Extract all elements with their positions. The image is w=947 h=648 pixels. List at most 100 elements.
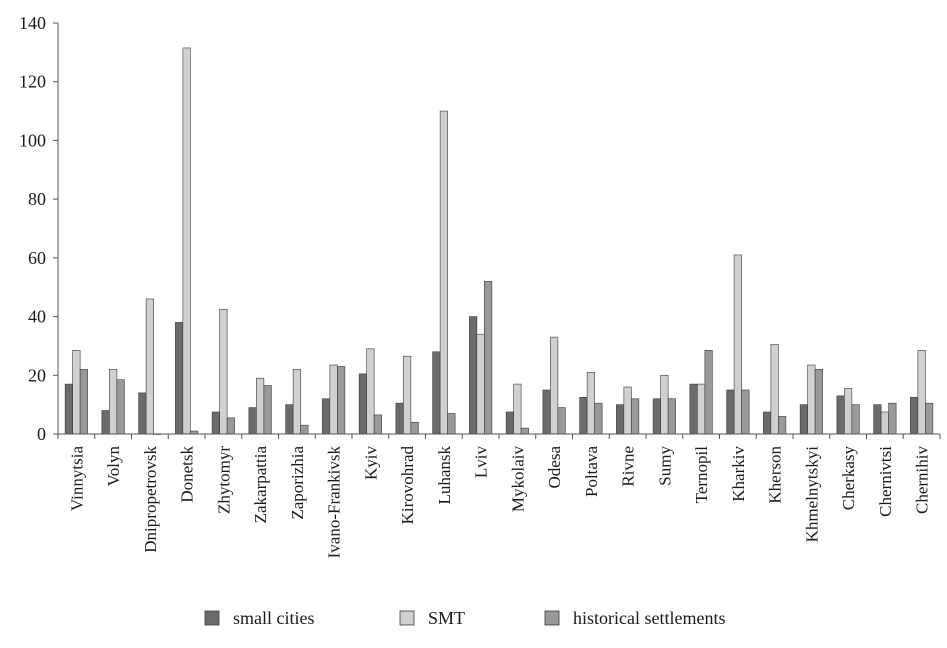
x-category-label: Khmelnytskyi [802,446,821,543]
y-tick-label: 60 [28,248,46,268]
bar-small-cities-donetsk [175,322,184,435]
bar-historical-settlements-zaporizhia [300,424,309,435]
bar-SMT-kyiv [366,348,375,435]
x-axis: Vinnytsia Volyn Dnipropetrovsk Donetsk Zhyto… [57,433,941,559]
bar-SMT-rivne [623,386,632,435]
bar-small-cities-kherson [763,411,772,435]
bar-small-cities-rivne [616,404,625,435]
bar-small-cities-mykolaiv [505,411,514,435]
y-tick-label: 80 [28,189,46,209]
bar-SMT-chernihiv [917,350,926,435]
bar-historical-settlements-cherkasy [851,404,860,435]
legend-label-historical-settlements: historical settlements [573,608,725,628]
bar-small-cities-luhansk [432,351,441,435]
bar-historical-settlements-lviv [484,281,493,435]
legend-swatch-small-cities [204,610,220,626]
x-category-label: Ternopil [692,446,711,504]
x-category-label: Dnipropetrovsk [141,446,160,553]
x-category-label: Odesa [545,446,564,489]
bar-historical-settlements-volyn [116,379,125,435]
bar-small-cities-zakarpattia [248,407,257,435]
bar-SMT-sumy [660,374,669,435]
bar-SMT-zaporizhia [292,369,301,435]
y-tick-label: 140 [19,13,46,33]
x-category-label: Ivano-Frankivsk [325,446,344,559]
bar-SMT-dnipropetrovsk [145,298,154,435]
bar-historical-settlements-khmelnytskyi [814,369,823,435]
bar-small-cities-odesa [542,389,551,435]
bar-historical-settlements-rivne [631,398,640,435]
x-category-label: Chernihiv [913,446,932,514]
bar-SMT-zhytomyr [219,308,228,435]
bar-SMT-luhansk [439,110,448,435]
x-category-label: Cherkasy [839,446,858,511]
bar-historical-settlements-vinnytsia [79,369,88,435]
x-category-label: Zaporizhia [288,446,307,520]
bar-small-cities-poltava [579,397,588,435]
bar-historical-settlements-odesa [557,407,566,435]
bar-small-cities-chernivtsi [873,404,882,435]
bar-small-cities-kyiv [358,373,367,435]
bar-small-cities-ivano-frankivsk [322,398,331,435]
x-category-label: Sumy [655,446,674,486]
bar-SMT-chernivtsi [880,411,889,435]
x-category-label: Kharkiv [729,446,748,502]
bar-small-cities-khmelnytskyi [799,404,808,435]
x-category-label: Donetsk [178,446,197,503]
bar-historical-settlements-kharkiv [741,389,750,435]
bar-SMT-ivano-frankivsk [329,364,338,435]
bar-SMT-volyn [109,369,118,435]
x-category-label: Mykolaiv [508,446,527,513]
y-tick-label: 40 [28,307,46,327]
bar-SMT-lviv [476,333,485,435]
x-category-label: Volyn [104,446,123,487]
bar-historical-settlements-zakarpattia [263,385,272,435]
bar-historical-settlements-chernivtsi [888,402,897,435]
bar-historical-settlements-kirovohrad [410,421,419,435]
bar-small-cities-sumy [652,398,661,435]
bar-small-cities-kharkiv [726,389,735,435]
bar-small-cities-zaporizhia [285,404,294,435]
x-category-label: Kyiv [361,446,380,481]
bar-SMT-khmelnytskyi [807,364,816,435]
bar-small-cities-cherkasy [836,395,845,435]
bars [64,47,934,435]
legend: small cities SMT historical settlements [204,608,725,628]
bar-SMT-odesa [550,336,559,435]
bar-SMT-kirovohrad [403,355,412,435]
bar-SMT-poltava [586,372,595,435]
x-category-label: Luhansk [435,446,454,505]
x-category-label: Lviv [472,446,491,479]
x-category-label: Chernivtsi [876,446,895,517]
legend-label-small-cities: small cities [233,608,314,628]
bar-historical-settlements-luhansk [447,413,456,435]
bar-historical-settlements-poltava [594,402,603,435]
bar-historical-settlements-chernihiv [925,402,934,435]
bar-historical-settlements-sumy [667,398,676,435]
bar-SMT-ternopil [697,383,706,435]
y-tick-label: 120 [19,72,46,92]
x-category-label: Poltava [582,446,601,497]
bar-small-cities-lviv [469,316,478,435]
bar-SMT-zakarpattia [256,377,265,435]
y-tick-label: 0 [37,424,46,444]
bar-small-cities-vinnytsia [64,383,73,435]
bar-SMT-vinnytsia [72,350,81,435]
x-category-label: Zakarpattia [251,446,270,524]
legend-swatch-SMT [399,610,415,626]
bar-small-cities-dnipropetrovsk [138,392,147,435]
bar-historical-settlements-kherson [778,416,787,435]
x-category-label: Kherson [766,446,785,504]
bar-historical-settlements-ivano-frankivsk [337,366,346,435]
bar-historical-settlements-kyiv [373,414,382,435]
x-category-label: Kirovohrad [398,446,417,525]
bar-historical-settlements-ternopil [704,350,713,435]
bar-SMT-mykolaiv [513,383,522,435]
x-category-label: Vinnytsia [67,446,86,512]
bar-small-cities-zhytomyr [211,411,220,435]
bar-small-cities-chernihiv [910,397,919,435]
bar-historical-settlements-zhytomyr [226,417,235,435]
bar-SMT-donetsk [182,47,191,435]
y-tick-label: 100 [19,130,46,150]
